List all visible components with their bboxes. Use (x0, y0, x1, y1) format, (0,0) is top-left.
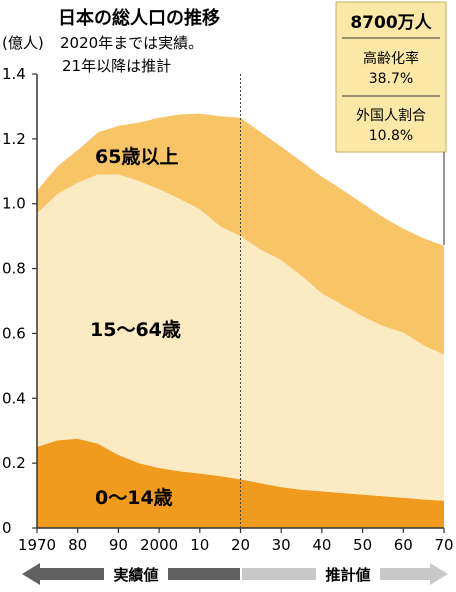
phase-arrows: 実績値 推計値 (22, 563, 448, 585)
area-series-1 (37, 174, 444, 501)
y-tick-label: 1.4 (2, 65, 26, 83)
x-tick-label: 1970 (18, 536, 56, 554)
note-line-1: 2020年までは実績。 (60, 34, 203, 52)
x-tick-label: 20 (231, 536, 250, 554)
aging-rate-value: 38.7% (369, 71, 413, 87)
band-label-15-64: 15〜64歳 (90, 319, 181, 341)
foreign-ratio-value: 10.8% (369, 128, 413, 144)
x-tick-label: 70 (434, 536, 453, 554)
x-tick-label: 40 (312, 536, 331, 554)
y-tick-label: 0.6 (2, 324, 26, 342)
note-line-2: 21年以降は推計 (62, 57, 171, 75)
foreign-ratio-label: 外国人割合 (356, 107, 426, 124)
actual-label: 実績値 (113, 566, 158, 584)
x-tick-label: 80 (68, 536, 87, 554)
info-box: 8700万人 高齢化率 38.7% 外国人割合 10.8% (335, 1, 447, 153)
y-tick-label: 0.4 (2, 389, 26, 407)
x-tick-label: 2000 (140, 536, 178, 554)
x-tick-label: 60 (394, 536, 413, 554)
x-tick-label: 50 (353, 536, 372, 554)
aging-rate-label: 高齢化率 (363, 50, 419, 67)
x-tick-label: 90 (109, 536, 128, 554)
x-tick-label: 10 (190, 536, 209, 554)
y-tick-label: 1.2 (2, 130, 26, 148)
y-ticks: 0 0.2 0.4 0.6 0.8 1.0 1.2 1.4 (2, 65, 37, 537)
y-axis-unit: (億人) (2, 34, 44, 52)
x-ticks: 1970 80 90 2000 10 20 30 40 50 60 70 (18, 528, 454, 554)
chart-title: 日本の総人口の推移 (58, 7, 220, 29)
forecast-label: 推計値 (325, 566, 370, 584)
total-population: 8700万人 (350, 13, 432, 33)
y-tick-label: 0.8 (2, 260, 26, 278)
y-tick-label: 0 (2, 519, 12, 537)
band-label-65plus: 65歳以上 (95, 146, 178, 168)
band-label-0-14: 0〜14歳 (95, 487, 173, 509)
x-tick-label: 30 (272, 536, 291, 554)
y-tick-label: 0.2 (2, 454, 26, 472)
y-tick-label: 1.0 (2, 195, 26, 213)
